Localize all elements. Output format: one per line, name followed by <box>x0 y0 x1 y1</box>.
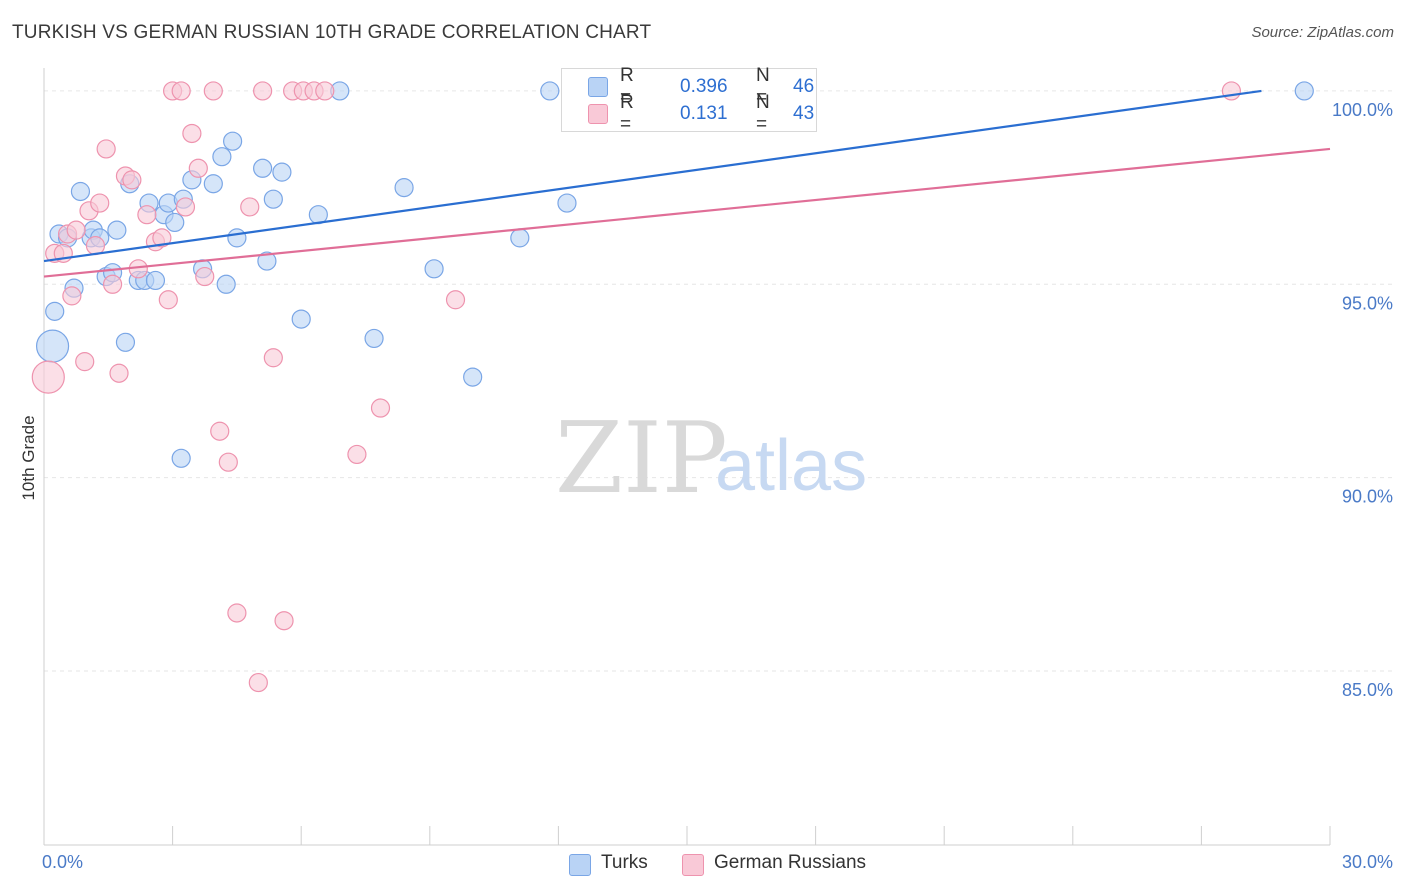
turks-point <box>212 147 232 167</box>
legend-r-value: 0.131 <box>680 103 728 124</box>
turks-point <box>557 193 577 213</box>
turks-point <box>540 81 560 101</box>
german-russians-point <box>152 228 172 248</box>
german-russians-point <box>274 611 294 631</box>
german-russians-point <box>240 197 260 217</box>
german-russians-point <box>203 81 223 101</box>
german-russians-point <box>109 363 129 383</box>
legend-n-label: N = <box>756 65 770 108</box>
watermark-zip: ZIP <box>555 402 728 516</box>
german-russians-point <box>188 158 208 178</box>
german-russians-point <box>248 672 268 693</box>
german-russians-point <box>370 398 391 418</box>
turks-point <box>257 251 277 271</box>
watermark: ZIP atlas <box>555 402 867 516</box>
turks-point <box>364 328 384 349</box>
german-russians-point <box>182 123 202 144</box>
turks-point <box>394 178 414 198</box>
legend-n-label: N = <box>756 92 770 135</box>
turks-swatch <box>588 77 608 97</box>
turks-point <box>216 274 236 294</box>
y-tick-label: 95.0% <box>1342 293 1393 313</box>
german-russians-point <box>137 205 157 225</box>
german-russians-point <box>315 81 335 101</box>
turks-point <box>291 309 311 329</box>
turks-point <box>115 332 136 352</box>
german-russians-point <box>62 286 82 306</box>
german-russians-point <box>66 220 86 240</box>
x-tick-labels: 0.0% 30.0% <box>42 852 1393 872</box>
turks-legend-label: Turks <box>601 852 648 873</box>
y-tick-label: 100.0% <box>1332 100 1393 120</box>
turks-point <box>45 301 65 321</box>
y-tick-label: 90.0% <box>1342 487 1393 507</box>
german-russians-point <box>263 348 283 368</box>
grid-lines <box>44 90 1392 672</box>
turks-point <box>463 367 483 387</box>
y-tick-label: 85.0% <box>1342 680 1393 700</box>
y-tick-labels: 85.0% 90.0% 95.0% 100.0% <box>1332 100 1393 700</box>
turks-point <box>424 259 444 279</box>
x-tick-label: 0.0% <box>42 852 83 872</box>
german-russians-point <box>1221 81 1242 101</box>
german-russians-point <box>158 290 178 310</box>
german-russians-point <box>75 352 95 372</box>
german-russians-point <box>195 266 215 287</box>
chart-title: TURKISH VS GERMAN RUSSIAN 10TH GRADE COR… <box>12 22 652 43</box>
turks-point <box>227 228 247 248</box>
german-russians-swatch <box>588 104 608 124</box>
turks-point <box>70 181 91 202</box>
turks-point <box>272 162 292 182</box>
turks-point <box>263 189 283 209</box>
watermark-atlas: atlas <box>715 426 867 506</box>
turks-point <box>165 212 185 233</box>
turks-point <box>253 158 273 178</box>
trend-lines <box>43 89 1331 278</box>
legend-n-value: 46 <box>793 76 815 97</box>
german-russians-point <box>253 81 273 101</box>
german-russians-point <box>90 193 110 213</box>
turks-point <box>1294 81 1314 101</box>
legend-r-label: R = <box>620 92 634 135</box>
german-russians-legend-swatch <box>682 854 704 876</box>
x-tick-label: 30.0% <box>1342 852 1393 872</box>
chart-source: Source: ZipAtlas.com <box>1251 24 1394 41</box>
turks-point <box>510 228 530 248</box>
turks-legend-swatch <box>569 854 591 876</box>
legend-r-value: 0.396 <box>680 76 728 97</box>
german-russians-point <box>122 170 142 190</box>
turks-point <box>107 220 127 240</box>
german-russians-point <box>347 444 367 465</box>
german-russians-point <box>102 274 123 294</box>
legend-n-value: 43 <box>793 103 815 124</box>
turks-point <box>35 329 70 363</box>
german-russians-point <box>96 139 116 159</box>
german-russians-point <box>175 197 196 217</box>
turks-point <box>145 270 166 291</box>
german-russians-point <box>445 290 466 310</box>
german-russians-trend-line <box>43 147 1331 278</box>
legend-r-label: R = <box>620 65 634 108</box>
y-axis-label: 10th Grade <box>19 415 38 500</box>
turks-point <box>203 174 223 194</box>
german-russians-legend-label: German Russians <box>714 852 867 873</box>
turks-point <box>171 448 191 468</box>
series-points <box>31 81 1314 693</box>
german-russians-point <box>171 81 191 101</box>
german-russians-point <box>218 452 238 472</box>
german-russians-point <box>31 360 65 394</box>
german-russians-point <box>210 421 230 441</box>
axes <box>43 68 1331 846</box>
turks-trend-line <box>43 89 1262 263</box>
legend: R = 0.396 N = 46 R = 0.131 N = 43 <box>561 65 817 135</box>
german-russians-point <box>227 603 247 623</box>
turks-point <box>223 131 243 151</box>
